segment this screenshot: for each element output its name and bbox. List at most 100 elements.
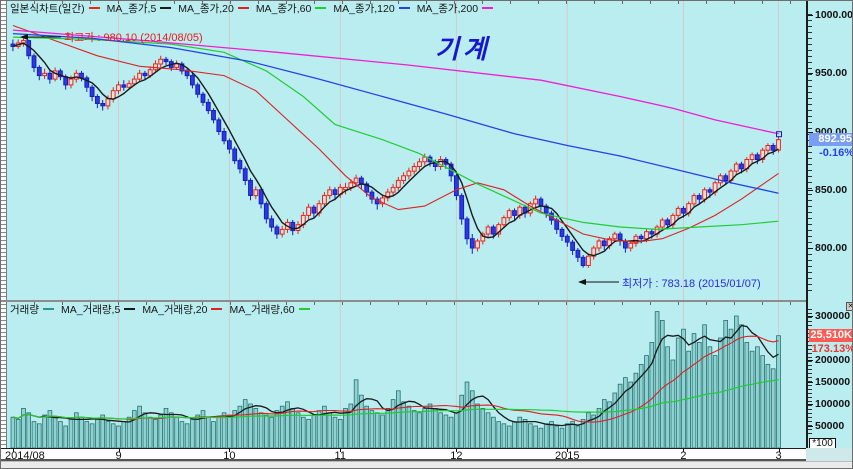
volume-bar (749, 350, 755, 448)
current-volume-badge: 25,510K (809, 329, 852, 342)
x-axis-tick (456, 449, 458, 452)
candle-body (707, 189, 713, 193)
volume-bar (432, 408, 438, 448)
low-annotation-arrowhead (578, 279, 586, 285)
volume-bar (174, 416, 179, 448)
right-axis: -0.16% 173.13% ✕ *100 1000.00 950.00 900.0… (806, 1, 852, 461)
low-price-annotation: 최저가 : 783.18 (2015/01/07) (622, 278, 761, 290)
volume-bar (559, 427, 565, 448)
volume-bar (89, 423, 95, 448)
volume-bar (274, 410, 280, 448)
volume-bar (116, 425, 121, 448)
volume-bar (491, 416, 496, 448)
candlestick-chart[interactable] (7, 1, 806, 300)
volume-chart[interactable] (7, 302, 806, 448)
volume-axis-label-tick (808, 426, 813, 427)
volume-bar (10, 416, 16, 448)
candle-body (760, 149, 766, 160)
volume-bar (628, 381, 633, 448)
volume-bar (26, 412, 31, 448)
candle-body (543, 205, 549, 214)
volume-bar (565, 423, 570, 448)
volume-bar (306, 419, 311, 448)
volume-bar (506, 425, 512, 448)
volume-bar (623, 377, 628, 448)
price-legend-label: 일본식차트(일간) (10, 2, 85, 15)
volume-axis-label: 300000 (815, 310, 851, 322)
volume-bar (549, 421, 554, 448)
candle-body (227, 140, 232, 150)
candle-body (343, 186, 348, 191)
volume-bar (147, 416, 153, 448)
candle-body (575, 249, 581, 258)
price-legend-label: MA_종가,5 (106, 2, 157, 15)
volume-bar (686, 350, 691, 448)
candle-body (348, 182, 354, 189)
volume-bar (718, 337, 723, 448)
candle-body (755, 154, 760, 161)
volume-bar (401, 401, 406, 448)
volume-axis-label-tick (808, 360, 813, 361)
candle-body (190, 75, 195, 86)
volume-bar (670, 359, 676, 448)
candle-body (459, 195, 465, 220)
price-axis-minor-ticks (808, 9, 812, 295)
price-axis-label-tick (808, 15, 813, 16)
volume-bar (21, 408, 26, 448)
x-axis-label: 2015 (555, 450, 580, 462)
scrollbar-strip[interactable] (1, 461, 852, 468)
volume-bar (464, 381, 470, 448)
candle-body (485, 226, 491, 235)
price-legend-label: MA_종가,200 (416, 2, 479, 15)
candle-body (79, 72, 84, 79)
volume-bar (475, 403, 480, 448)
candle-body (332, 189, 338, 196)
volume-bar (369, 410, 375, 448)
volume-bar (770, 368, 776, 448)
candle-body (216, 119, 222, 133)
volume-ma-line (12, 324, 779, 427)
candle-body (200, 93, 206, 103)
candle-body (538, 198, 544, 207)
price-pane[interactable]: 일본식차트(일간) MA_종가,5 MA_종가,20 MA_종가,60 MA_종가,12… (7, 1, 806, 300)
axis-corner (806, 448, 852, 461)
volume-bar (242, 399, 248, 448)
high-annotation-arrowhead (20, 34, 28, 40)
price-axis-label-tick (808, 248, 813, 249)
candle-body (491, 226, 496, 235)
candle-body (253, 189, 259, 197)
close-button[interactable]: ✕ (846, 302, 852, 311)
volume-bar (153, 419, 158, 448)
volume-bar (42, 414, 47, 448)
price-legend-label: MA_종가,60 (255, 2, 312, 15)
candle-body (195, 84, 201, 95)
candle-body (644, 231, 649, 240)
candle-body (126, 83, 132, 88)
candle-body (163, 58, 169, 63)
volume-pane[interactable]: 거래량 MA_거래량,5 MA_거래량,20 MA_거래량,60 (7, 302, 806, 448)
price-legend-marker (398, 7, 410, 9)
volume-bar (496, 421, 501, 448)
candle-body (89, 86, 95, 97)
volume-legend-marker (298, 308, 310, 310)
price-legend-marker (237, 7, 249, 9)
volume-bar (723, 319, 728, 448)
candle-body (131, 78, 137, 85)
candle-body (659, 219, 665, 228)
volume-bar (343, 408, 348, 448)
candle-body (464, 218, 470, 240)
volume-bar (681, 328, 686, 448)
candle-body (327, 189, 333, 197)
candle-body (269, 218, 275, 228)
pane-separator[interactable] (1, 300, 806, 302)
volume-bar (263, 414, 269, 448)
price-legend-label: MA_종가,120 (333, 2, 395, 15)
candle-body (417, 161, 422, 168)
volume-bar (253, 408, 259, 448)
candle-body (776, 139, 781, 151)
price-legend-marker (160, 7, 172, 9)
volume-bar (374, 412, 380, 448)
candle-body (359, 177, 364, 185)
volume-bar (533, 425, 538, 448)
volume-bar (734, 315, 739, 448)
